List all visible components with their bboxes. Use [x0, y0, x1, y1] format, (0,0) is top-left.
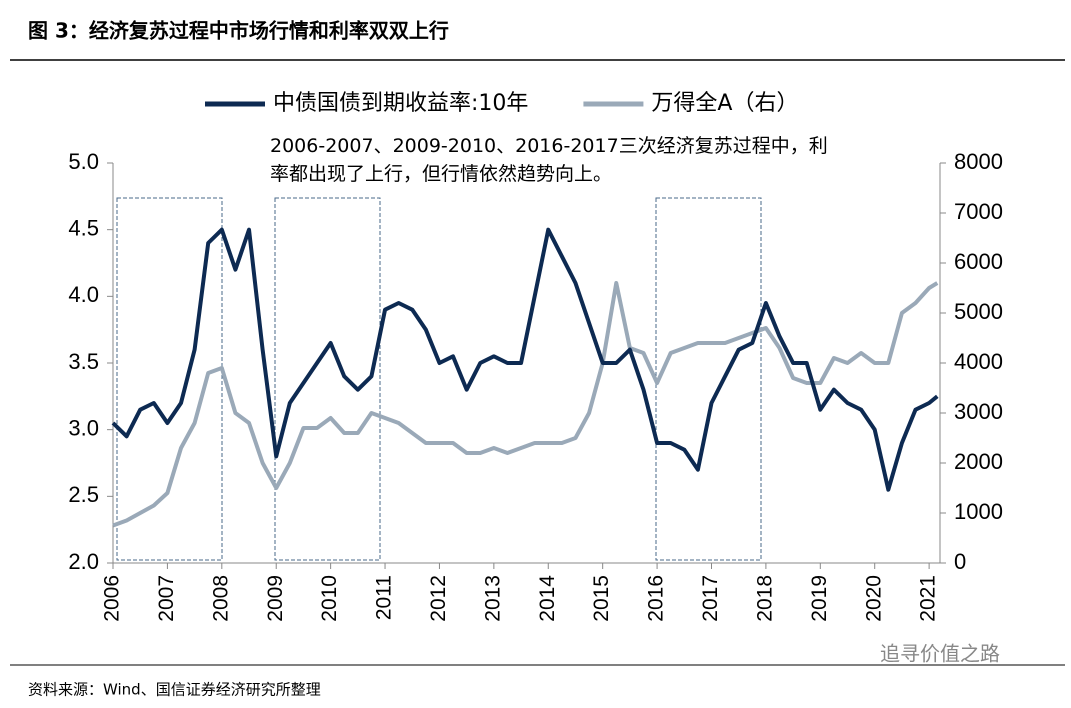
x-tick-label: 2010: [318, 575, 341, 622]
legend-label: 万得全A（右）: [651, 91, 798, 116]
x-tick-label: 2006: [101, 575, 124, 622]
y2-tick-label: 8000: [954, 149, 1003, 174]
y2-tick-label: 3000: [954, 399, 1003, 424]
y2-tick-label: 1000: [954, 499, 1003, 524]
watermark: 追寻价值之路: [880, 642, 1000, 666]
x-tick-label: 2020: [862, 575, 885, 622]
y-tick-label: 4.0: [68, 282, 99, 307]
x-tick-label: 2013: [481, 575, 504, 622]
x-tick-label: 2018: [753, 575, 776, 622]
x-tick-label: 2009: [264, 575, 287, 622]
legend-label: 中债国债到期收益率:10年: [273, 91, 528, 116]
y-tick-label: 3.0: [68, 415, 99, 440]
x-tick-label: 2014: [536, 575, 559, 622]
y2-tick-label: 0: [954, 549, 966, 574]
y-tick-label: 4.5: [68, 215, 99, 240]
period-box: [116, 197, 223, 561]
source: 资料来源：Wind、国信证券经济研究所整理: [28, 681, 321, 699]
y2-tick-label: 5000: [954, 299, 1003, 324]
x-tick-label: 2011: [373, 575, 396, 620]
y-tick-label: 3.5: [68, 349, 99, 374]
y-tick-label: 2.5: [68, 482, 99, 507]
x-tick-label: 2007: [155, 575, 178, 622]
period-box: [655, 197, 762, 561]
y2-tick-label: 2000: [954, 449, 1003, 474]
y2-tick-label: 7000: [954, 199, 1003, 224]
x-tick-label: 2016: [645, 575, 668, 622]
period-box: [274, 197, 381, 561]
series-line: [111, 227, 939, 492]
annotation: 2006-2007、2009-2010、2016-2017三次经济复苏过程中，利…: [270, 135, 828, 185]
x-tick-label: 2015: [590, 575, 613, 622]
chart-title: 图 3：经济复苏过程中市场行情和利率双双上行: [28, 19, 449, 43]
series-line: [112, 281, 939, 528]
period-boxes: [116, 197, 762, 561]
x-tick-label: 2017: [699, 575, 722, 622]
x-tick-label: 2008: [209, 575, 232, 622]
y2-tick-label: 4000: [954, 349, 1003, 374]
y-tick-label: 2.0: [68, 549, 99, 574]
annotation-box: 2006-2007、2009-2010、2016-2017三次经济复苏过程中，利…: [270, 135, 828, 185]
x-tick-label: 2021: [917, 575, 940, 622]
x-tick-label: 2019: [808, 575, 831, 622]
y2-tick-label: 6000: [954, 249, 1003, 274]
x-tick-label: 2012: [427, 575, 450, 622]
y-tick-label: 5.0: [68, 149, 99, 174]
